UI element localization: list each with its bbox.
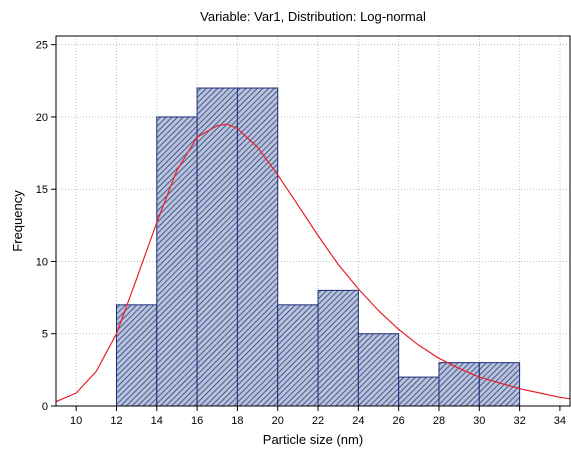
fit-curve-layer (56, 123, 570, 403)
x-tick-label-8: 26 (393, 415, 405, 427)
x-tick-label-3: 16 (191, 415, 203, 427)
x-axis-label: Particle size (nm) (263, 432, 363, 447)
x-tick-label-6: 22 (312, 415, 324, 427)
x-tick-label-9: 28 (433, 415, 445, 427)
y-tick-label-0: 0 (42, 401, 48, 413)
y-tick-label-5: 25 (36, 40, 48, 52)
histogram-bar-2 (196, 87, 238, 407)
histogram-bar-4 (277, 304, 319, 407)
x-tick-label-1: 12 (110, 415, 122, 427)
plot-frame (55, 35, 571, 407)
x-tick-label-12: 34 (554, 415, 566, 427)
axis-ticks: 10 12 14 16 18 20 22 24 26 28 30 32 34 0 5 10 15 20 25 (36, 40, 566, 427)
histogram-bar-9 (478, 362, 521, 407)
histogram-bar-3 (236, 87, 279, 407)
histogram-bars (115, 87, 521, 407)
histogram-bar-6 (357, 333, 400, 407)
y-tick-label-3: 15 (36, 184, 48, 196)
y-tick-label-1: 5 (42, 329, 48, 341)
histogram-bar-7 (398, 376, 440, 407)
y-tick-label-2: 10 (36, 256, 48, 268)
x-tick-label-2: 14 (151, 415, 163, 427)
x-tick-label-0: 10 (70, 415, 82, 427)
x-tick-label-4: 18 (231, 415, 243, 427)
x-tick-label-5: 20 (272, 415, 284, 427)
histogram-bar-8 (438, 362, 480, 407)
chart-title: Variable: Var1, Distribution: Log-normal (200, 9, 426, 24)
y-axis-label: Frequency (10, 190, 25, 252)
x-tick-label-10: 30 (473, 415, 485, 427)
histogram-bar-5 (317, 289, 359, 407)
fit-curve (56, 123, 570, 403)
x-tick-label-11: 32 (513, 415, 525, 427)
y-tick-label-4: 20 (36, 112, 48, 124)
histogram-bar-0 (115, 304, 158, 407)
histogram-bar-1 (156, 116, 198, 407)
x-tick-label-7: 24 (352, 415, 364, 427)
